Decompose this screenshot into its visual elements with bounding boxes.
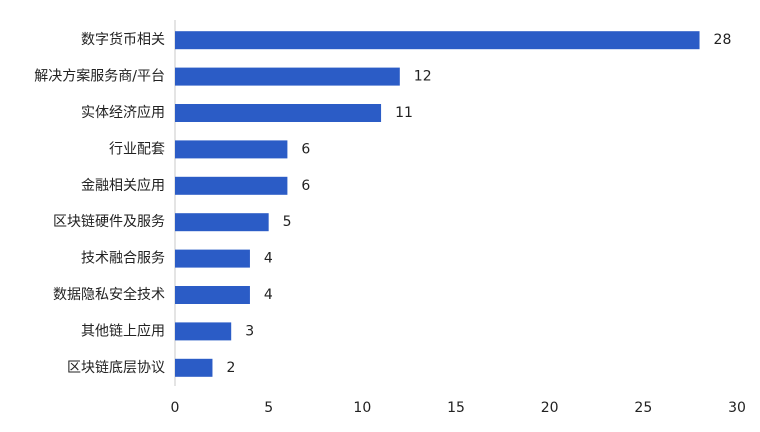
y-tick-label: 区块链底层协议	[67, 360, 165, 376]
x-tick-label: 0	[171, 400, 180, 416]
x-tick-label: 15	[447, 400, 465, 416]
value-label: 11	[395, 105, 413, 121]
y-tick-label: 数字货币相关	[81, 31, 165, 48]
y-tick-label: 其他链上应用	[81, 322, 165, 339]
y-tick-label: 技术融合服务	[81, 251, 165, 267]
bar	[175, 322, 232, 341]
bar	[175, 31, 700, 50]
value-label: 6	[301, 141, 310, 157]
bar	[175, 176, 288, 195]
value-label: 5	[283, 214, 292, 230]
bar	[175, 286, 250, 304]
bar	[175, 104, 382, 122]
value-label: 12	[414, 69, 432, 85]
y-tick-label: 解决方案服务商/平台	[34, 68, 165, 85]
bar	[175, 249, 250, 268]
bar	[175, 358, 213, 377]
bar	[175, 213, 269, 232]
y-tick-label: 实体经济应用	[81, 104, 165, 121]
y-tick-label: 行业配套	[109, 141, 165, 157]
y-tick-label: 数据隐私安全技术	[53, 286, 165, 303]
x-tick-label: 20	[541, 400, 559, 416]
bar	[175, 67, 400, 86]
value-label: 2	[226, 360, 235, 376]
x-tick-label: 25	[634, 400, 652, 416]
value-label: 6	[301, 178, 310, 194]
x-tick-label: 10	[353, 400, 371, 416]
y-tick-label: 金融相关应用	[81, 177, 165, 194]
value-label: 28	[714, 32, 732, 48]
bar	[175, 140, 288, 159]
x-tick-label: 5	[264, 400, 273, 416]
value-label: 3	[245, 323, 254, 339]
value-label: 4	[264, 287, 273, 303]
x-tick-label: 30	[728, 400, 746, 416]
y-tick-label: 区块链硬件及服务	[53, 214, 165, 230]
value-label: 4	[264, 251, 273, 267]
